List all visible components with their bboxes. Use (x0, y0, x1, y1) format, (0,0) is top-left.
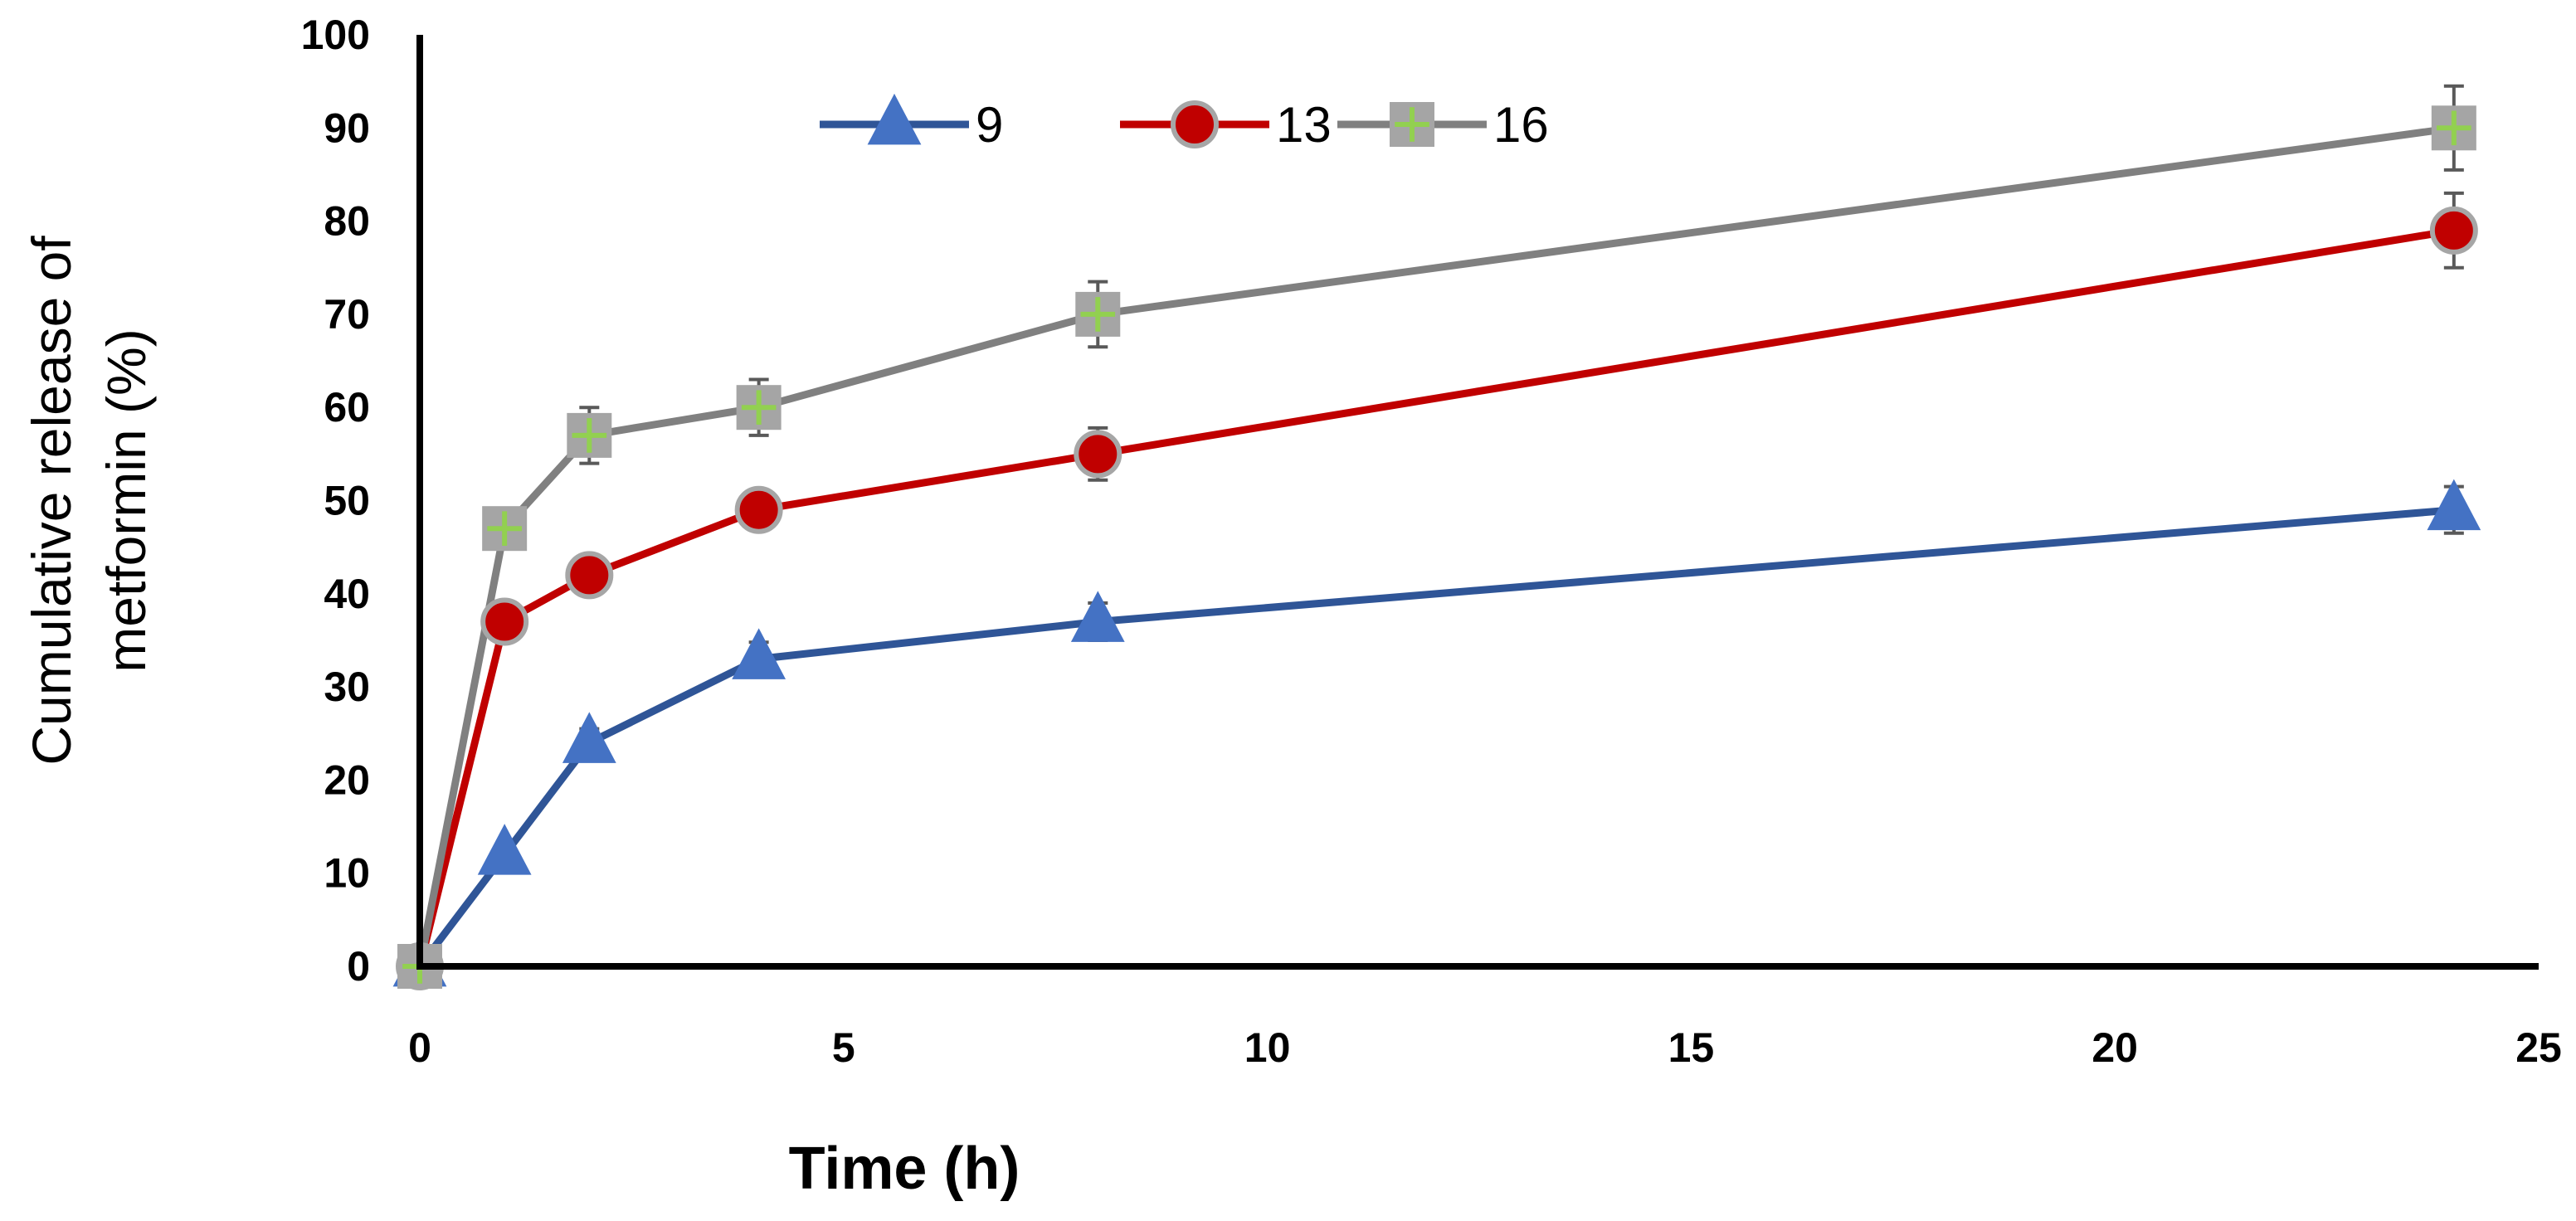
y-axis-title-line: metformin (%) (95, 328, 157, 672)
series-lines (416, 124, 2455, 969)
x-tick-label: 0 (408, 1024, 431, 1071)
data-point-series-13 (1074, 430, 1122, 479)
circle-marker-shape (2429, 206, 2478, 255)
legend-entry-13: 13 (1120, 97, 1332, 153)
series-line-16 (416, 124, 2455, 967)
y-tick-label: 60 (324, 384, 370, 431)
data-point-series-9 (2427, 479, 2481, 531)
data-point-series-16 (482, 506, 528, 552)
legend-entry-16: 16 (1337, 97, 1549, 153)
y-tick-label: 40 (324, 571, 370, 617)
y-axis-title: Cumulative release of metformin (%) (21, 236, 157, 766)
legend-marker (1171, 100, 1219, 148)
circle-marker-shape (1074, 430, 1122, 479)
x-tick-label: 15 (1668, 1024, 1715, 1071)
data-point-series-16 (567, 412, 612, 458)
circle-marker-shape (480, 597, 529, 646)
data-point-series-9 (1070, 591, 1125, 642)
y-tick-label: 20 (324, 756, 370, 803)
triangle-marker-shape (562, 712, 616, 763)
y-tick-label: 80 (324, 198, 370, 245)
legend-label: 13 (1276, 97, 1332, 153)
data-point-series-9 (562, 712, 616, 763)
data-point-series-16 (736, 385, 782, 431)
series-line-13 (416, 226, 2455, 968)
series-line-9 (416, 506, 2455, 969)
legend-label: 16 (1493, 97, 1549, 153)
y-tick-label: 50 (324, 478, 370, 524)
x-tick-label: 10 (1244, 1024, 1291, 1071)
data-point-series-9 (477, 824, 532, 875)
axes (416, 35, 2539, 970)
legend-label: 9 (976, 97, 1003, 153)
legend-marker (867, 93, 922, 145)
triangle-marker-shape (732, 628, 786, 679)
legend: 9 13 16 (820, 93, 1549, 153)
data-point-series-13 (565, 551, 614, 600)
data-point-series-13 (480, 597, 529, 646)
y-tick-label: 10 (324, 850, 370, 897)
triangle-marker-shape (477, 824, 532, 875)
x-tick-label: 5 (832, 1024, 855, 1071)
data-point-series-9 (732, 628, 786, 679)
y-axis-title-line: Cumulative release of (21, 236, 82, 766)
legend-marker (1390, 102, 1434, 147)
data-point-series-16 (2431, 105, 2476, 151)
data-point-series-13 (2429, 206, 2478, 255)
tick-labels: 0 10 20 30 40 50 60 70 80 90 100 0 5 10 15 20 25 (301, 12, 2562, 1071)
circle-marker-shape (734, 485, 783, 534)
y-tick-label: 90 (324, 105, 370, 151)
y-tick-label: 70 (324, 291, 370, 338)
data-point-series-13 (734, 485, 783, 534)
x-tick-label: 20 (2091, 1024, 2138, 1071)
y-tick-label: 100 (301, 12, 370, 58)
error-bars (494, 84, 2464, 866)
y-tick-label: 30 (324, 664, 370, 710)
x-axis-title: Time (h) (789, 1136, 1020, 1202)
x-tick-label: 25 (2515, 1024, 2562, 1071)
circle-marker-shape (1171, 100, 1219, 148)
series-markers (392, 105, 2481, 990)
data-point-series-16 (1075, 291, 1121, 337)
legend-entry-9: 9 (820, 93, 1003, 153)
circle-marker-shape (565, 551, 614, 600)
triangle-marker-shape (2427, 479, 2481, 531)
triangle-marker-shape (867, 93, 922, 145)
y-tick-label: 0 (347, 943, 370, 990)
triangle-marker-shape (1070, 591, 1125, 642)
